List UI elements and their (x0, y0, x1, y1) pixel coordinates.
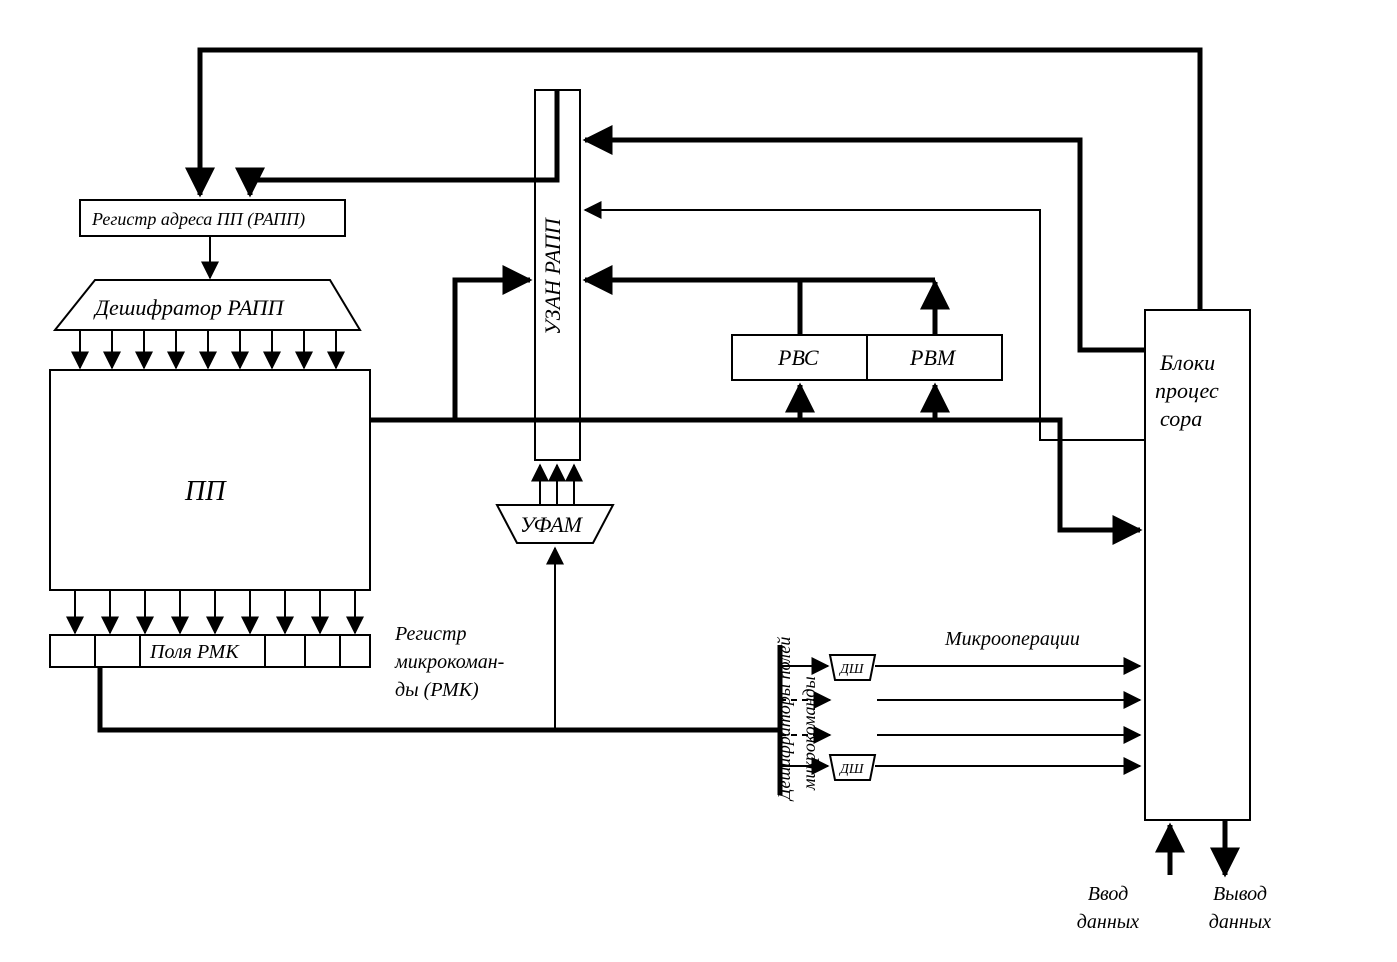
data-in-line1: Ввод (1088, 883, 1129, 905)
dsh-note-line2: микрокоманды (799, 676, 819, 791)
rmk-fields-label: Поля РМК (149, 641, 240, 663)
dsh-top-label: ДШ (838, 662, 865, 677)
dsh-bottom-label: ДШ (838, 762, 865, 777)
rmk-note-line3: ды (РМК) (395, 679, 479, 701)
rvm-label: РВМ (909, 345, 957, 370)
edges-ufam-to-uzan (540, 465, 574, 505)
pp-label: ПП (184, 476, 227, 507)
data-out-line2: данных (1209, 911, 1272, 933)
data-in-line2: данных (1077, 911, 1140, 933)
dsh-note-line1: Дешифраторы полей (774, 637, 794, 802)
edge-rvs-to-uzan (585, 280, 800, 335)
edge-pp-to-uzan (370, 280, 530, 420)
rmk-note-line2: микрокоман- (394, 651, 504, 673)
ufam-label: УФАМ (520, 512, 584, 537)
diagram-canvas: Регистр адреса ПП (РАПП) Дешифратор РАПП… (0, 0, 1397, 962)
edges-decoder-to-pp (80, 330, 336, 368)
data-out-line1: Вывод (1213, 883, 1267, 905)
processor-label-3: сора (1160, 406, 1202, 431)
edges-pp-to-rmk (75, 590, 355, 633)
processor-label-2: процес (1155, 378, 1219, 403)
uzan-label: УЗАН РАПП (540, 217, 565, 335)
rmk-note-line1: Регистр (394, 623, 467, 645)
edge-proc-to-uzan (585, 140, 1145, 350)
rapp-register-label: Регистр адреса ПП (РАПП) (91, 209, 305, 230)
decoder-label: Дешифратор РАПП (93, 295, 285, 320)
microops-label: Микрооперации (944, 628, 1080, 650)
rvs-label: РВС (777, 345, 819, 370)
edge-proc-to-uzan-thin (585, 210, 1145, 440)
edge-uzan-to-rapp (250, 90, 557, 195)
processor-label-1: Блоки (1159, 350, 1215, 375)
edges-dsh-to-proc (875, 666, 1140, 766)
